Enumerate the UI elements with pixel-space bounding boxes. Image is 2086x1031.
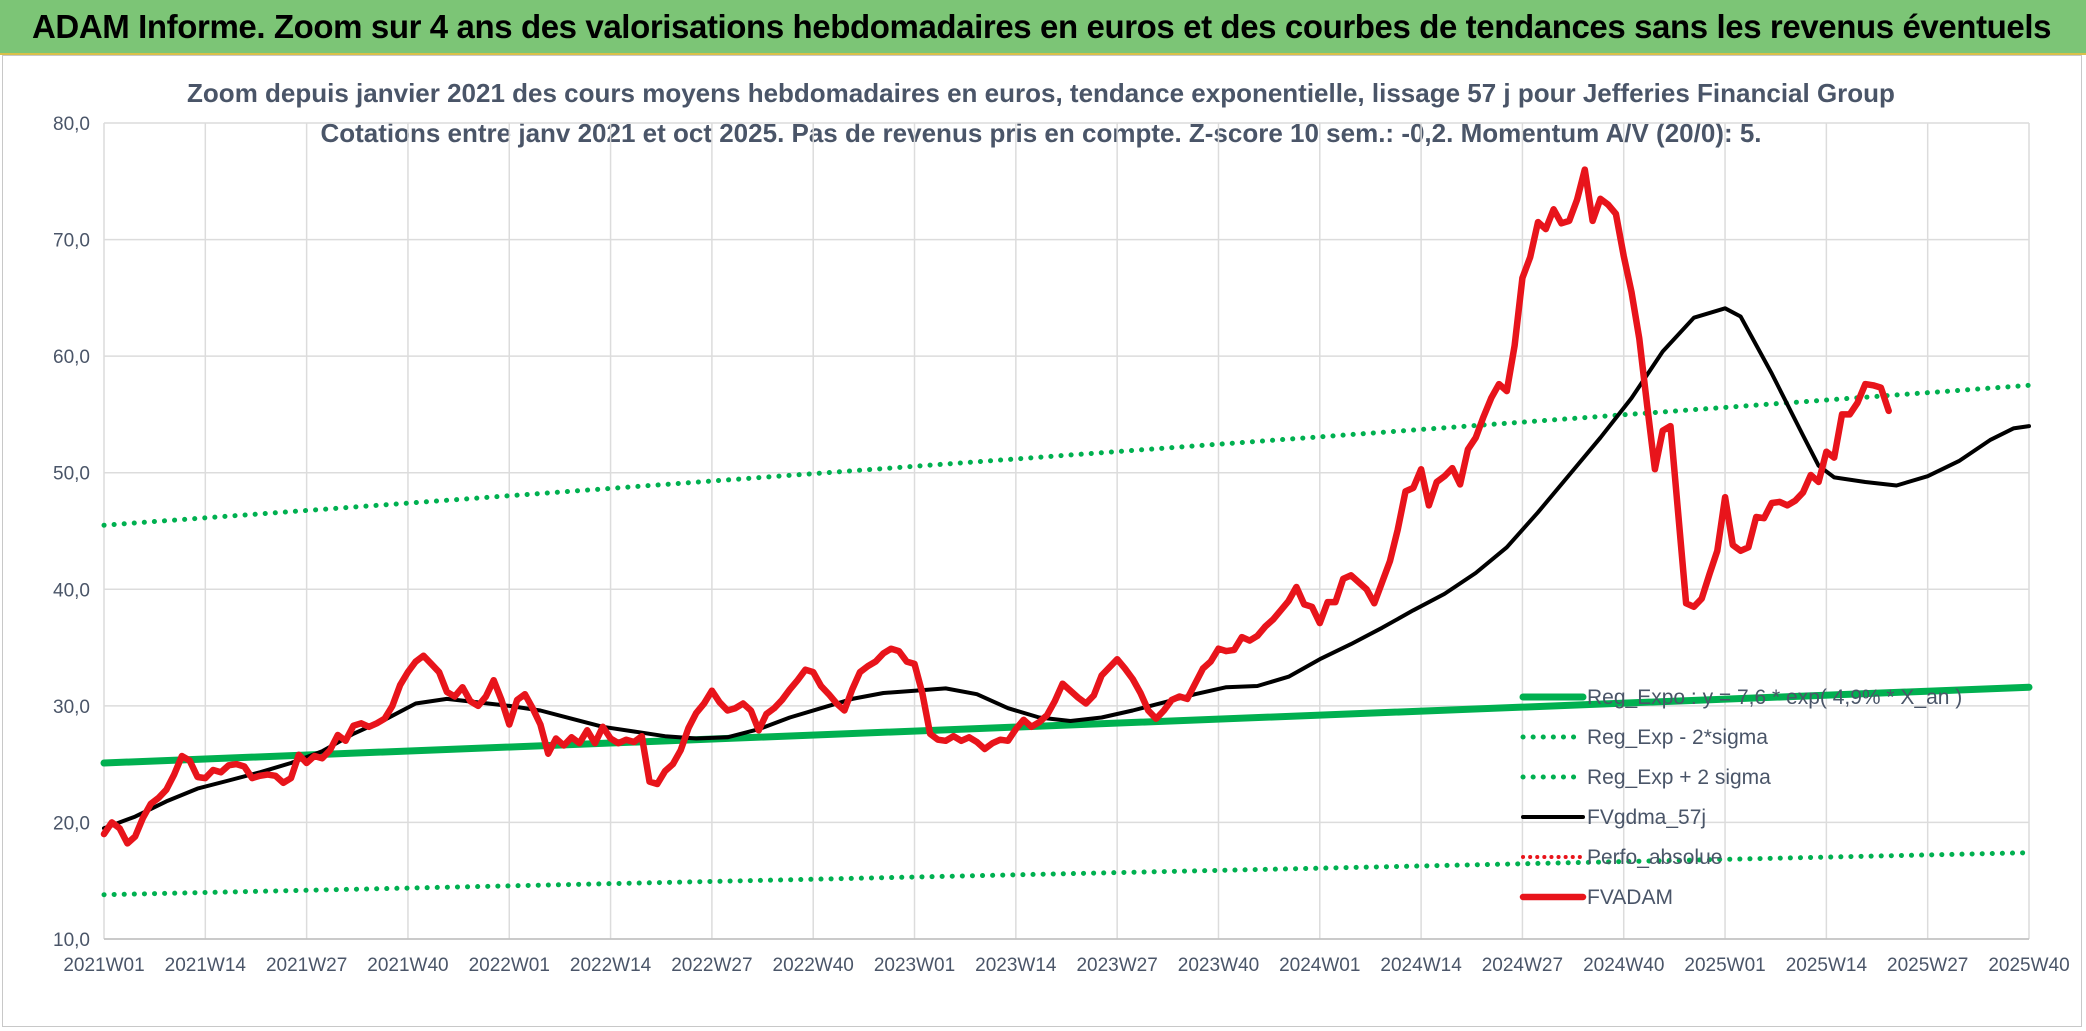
x-tick-label: 2024W14 xyxy=(1380,955,1462,976)
y-tick-label: 70,0 xyxy=(53,231,90,252)
series-line-ma xyxy=(102,306,2031,831)
y-tick-label: 50,0 xyxy=(53,464,90,485)
y-tick-label: 60,0 xyxy=(53,347,90,368)
x-tick-label: 2022W14 xyxy=(570,955,652,976)
x-tick-label: 2024W01 xyxy=(1279,955,1360,976)
x-tick-label: 2025W40 xyxy=(1988,955,2069,976)
grid xyxy=(103,122,2030,940)
legend: Reg_Expo : y = 7,6 * exp( 4,9% * X_an ) R… xyxy=(1519,686,1962,909)
x-tick-label: 2025W14 xyxy=(1786,955,1868,976)
x-tick-label: 2024W40 xyxy=(1583,955,1664,976)
x-axis: 2021W01 2021W14 2021W27 2021W40 2022W01 2022W… xyxy=(63,938,2070,976)
y-axis: 10,0 20,0 30,0 40,0 50,0 60,0 70,0 80,0 xyxy=(53,114,90,951)
x-tick-label: 2025W27 xyxy=(1887,955,1968,976)
x-tick-label: 2022W27 xyxy=(671,955,752,976)
legend-label-ma: FVgdma_57j xyxy=(1587,806,1706,829)
chart-title-line-1: Zoom depuis janvier 2021 des cours moyen… xyxy=(187,78,1895,108)
x-tick-label: 2022W40 xyxy=(773,955,854,976)
y-tick-label: 80,0 xyxy=(53,114,90,135)
x-tick-label: 2023W14 xyxy=(975,955,1057,976)
series-line-lower xyxy=(101,850,2032,898)
x-tick-label: 2025W01 xyxy=(1684,955,1765,976)
x-tick-label: 2023W27 xyxy=(1076,955,1157,976)
report-banner-title: ADAM Informe. Zoom sur 4 ans des valoris… xyxy=(32,8,2052,45)
y-tick-label: 20,0 xyxy=(53,813,90,834)
chart-frame: Zoom depuis janvier 2021 des cours moyen… xyxy=(2,55,2082,1027)
legend-label-price: FVADAM xyxy=(1587,886,1673,909)
x-tick-label: 2024W27 xyxy=(1482,955,1563,976)
legend-label-upper: Reg_Exp + 2 sigma xyxy=(1587,766,1771,789)
series-line-upper xyxy=(101,382,2032,528)
series-line-price xyxy=(100,166,1892,847)
x-tick-label: 2023W01 xyxy=(874,955,955,976)
x-tick-label: 2022W01 xyxy=(469,955,550,976)
y-tick-label: 10,0 xyxy=(53,930,90,951)
legend-label-lower: Reg_Exp - 2*sigma xyxy=(1587,726,1768,749)
chart: Zoom depuis janvier 2021 des cours moyen… xyxy=(53,78,2070,976)
x-tick-label: 2021W40 xyxy=(367,955,448,976)
y-tick-label: 30,0 xyxy=(53,697,90,718)
report-banner: ADAM Informe. Zoom sur 4 ans des valoris… xyxy=(0,0,2086,55)
y-tick-label: 40,0 xyxy=(53,580,90,601)
legend-label-perfo: Perfo_absolue xyxy=(1587,846,1722,869)
series-layer xyxy=(100,166,2033,898)
series-line-reg xyxy=(100,683,2033,767)
x-tick-label: 2023W40 xyxy=(1178,955,1259,976)
x-tick-label: 2021W27 xyxy=(266,955,347,976)
x-tick-label: 2021W14 xyxy=(165,955,247,976)
legend-label-reg: Reg_Expo : y = 7,6 * exp( 4,9% * X_an ) xyxy=(1587,686,1962,709)
x-tick-label: 2021W01 xyxy=(63,955,144,976)
